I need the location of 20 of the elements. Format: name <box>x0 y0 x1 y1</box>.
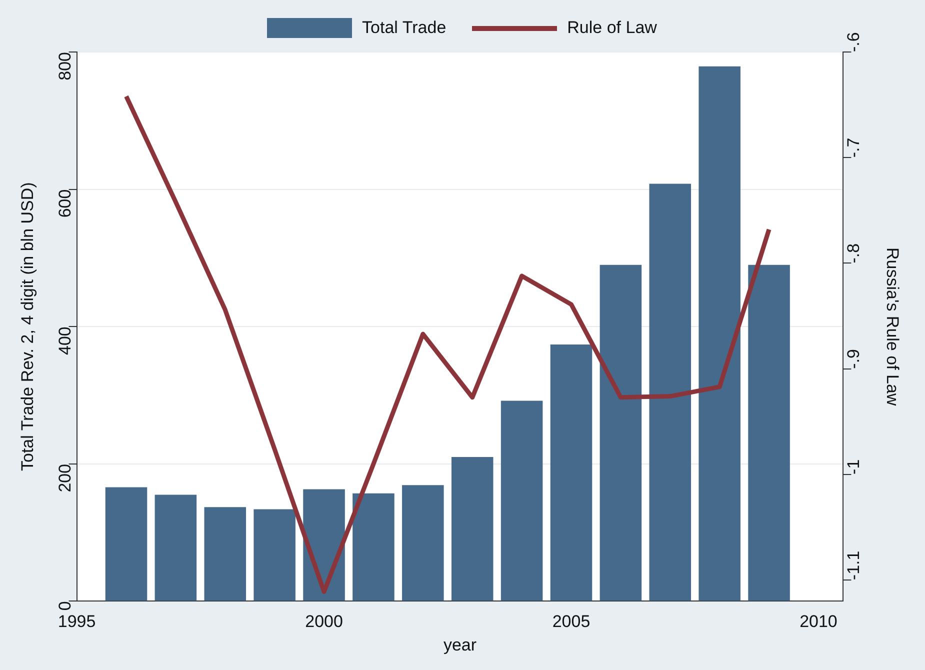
x-tick-label: 2000 <box>305 612 343 632</box>
y2-tick-label: -.9 <box>844 349 863 369</box>
legend-label: Rule of Law <box>567 18 657 38</box>
y-tick-label: 400 <box>55 326 74 355</box>
y-tick-label: 200 <box>55 464 74 492</box>
y2-tick-label: -.7 <box>844 138 863 158</box>
x-tick-label: 2010 <box>800 612 838 632</box>
y2-axis-title: Russia's Rule of Law <box>883 247 902 406</box>
y-axis-title: Total Trade Rev. 2, 4 digit (in bln USD) <box>18 182 37 472</box>
x-axis-title: year <box>443 635 477 654</box>
y2-tick-label: -1.1 <box>844 550 863 580</box>
y-tick-label: 800 <box>55 52 74 80</box>
y2-tick-label: -1 <box>844 459 863 474</box>
y2-tick-label: -.8 <box>844 243 863 264</box>
y2-tick-label: -.6 <box>844 32 863 52</box>
y-tick-label: 0 <box>55 601 74 611</box>
legend-label: Total Trade <box>362 18 446 38</box>
x-tick-label: 2005 <box>552 612 590 632</box>
y-tick-label: 600 <box>55 189 74 218</box>
x-tick-label: 1995 <box>58 612 96 632</box>
